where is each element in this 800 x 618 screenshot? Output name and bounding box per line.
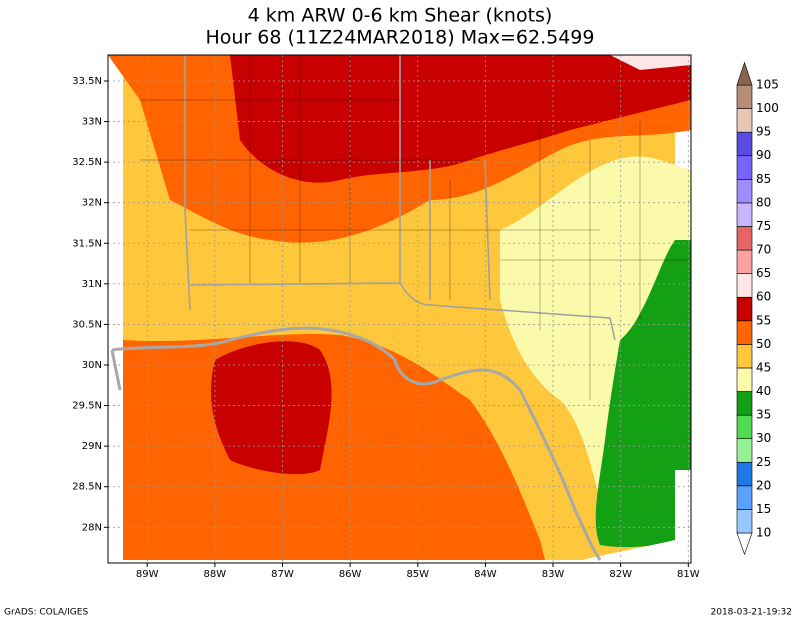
colorbar-swatch — [736, 344, 753, 369]
colorbar-swatch — [736, 461, 753, 487]
axes: 89W 88W 87W 86W 85W 84W 83W 82W 81W 28N 28.5N 29N 29… — [72, 55, 700, 580]
state-border — [184, 55, 616, 341]
footer-right: 2018-03-21-19:32 — [711, 608, 793, 618]
county-border — [140, 55, 690, 400]
colorbar-swatch — [736, 367, 753, 392]
field-55 — [230, 55, 691, 183]
colorbar-label: 85 — [756, 172, 771, 186]
colorbar-label: 105 — [756, 78, 779, 92]
map-frame — [107, 54, 692, 564]
y-tick-label: 31N — [82, 279, 102, 290]
y-tick-label: 31.5N — [72, 238, 102, 249]
field-35 — [595, 240, 691, 548]
boundaries — [110, 55, 690, 561]
coastline — [110, 349, 122, 391]
colorbar: 10 15 20 25 30 35 40 45 50 55 60 65 70 75 80 85 90 95 100 1… — [736, 61, 779, 556]
y-tick-label: 30.5N — [72, 319, 102, 330]
no-data — [570, 470, 691, 563]
colorbar-label: 35 — [756, 408, 771, 422]
colorbar-label: 45 — [756, 360, 771, 374]
colorbar-label: 15 — [756, 502, 771, 516]
colorbar-swatch — [736, 131, 753, 157]
colorbar-label: 40 — [756, 384, 771, 398]
colorbar-label: 30 — [756, 431, 771, 445]
y-tick-label: 29.5N — [72, 401, 102, 412]
y-tick-label: 32N — [82, 198, 102, 209]
colorbar-above — [736, 61, 753, 86]
colorbar-swatch — [736, 273, 753, 298]
colorbar-swatch — [736, 438, 753, 463]
colorbar-label: 20 — [756, 478, 771, 492]
colorbar-label: 10 — [756, 526, 771, 540]
x-tick-label: 82W — [609, 569, 632, 580]
x-tick-label: 84W — [474, 569, 497, 580]
colorbar-label: 60 — [756, 290, 771, 304]
colorbar-swatch — [736, 226, 753, 251]
y-tick-label: 33N — [82, 117, 102, 128]
map: 89W 88W 87W 86W 85W 84W 83W 82W 81W 28N 28.5N 29N 29… — [72, 54, 700, 580]
colorbar-swatch — [736, 320, 753, 345]
colorbar-label: 100 — [756, 101, 779, 115]
title-line: Hour 68 (11Z24MAR2018) Max=62.5499 — [206, 27, 595, 49]
x-tick-label: 85W — [406, 569, 429, 580]
colorbar-swatch — [736, 155, 753, 180]
colorbar-swatch — [736, 179, 753, 204]
colorbar-label: 50 — [756, 337, 771, 351]
x-tick-label: 86W — [339, 569, 362, 580]
x-tick-label: 87W — [271, 569, 294, 580]
footer-left: GrADS: COLA/IGES — [4, 608, 88, 618]
y-tick-label: 29N — [82, 441, 102, 452]
y-tick-label: 28.5N — [72, 482, 102, 493]
x-tick-label: 81W — [677, 569, 700, 580]
colorbar-label: 90 — [756, 148, 771, 162]
colorbar-swatch — [736, 249, 753, 274]
x-tick-label: 89W — [136, 569, 159, 580]
shading — [108, 55, 691, 563]
colorbar-swatch — [736, 414, 753, 439]
field-60 — [610, 55, 691, 70]
y-tick-label: 32.5N — [72, 157, 102, 168]
colorbar-swatch — [736, 296, 753, 322]
x-tick-label: 83W — [542, 569, 565, 580]
field-55-gulf — [210, 341, 332, 475]
colorbar-swatch — [736, 509, 753, 534]
colorbar-swatch — [736, 485, 753, 510]
y-tick-label: 28N — [82, 522, 102, 533]
colorbar-swatch — [736, 391, 753, 416]
y-tick-label: 30N — [82, 360, 102, 371]
colorbar-below — [736, 532, 753, 556]
colorbar-label: 75 — [756, 219, 771, 233]
colorbar-swatch — [736, 202, 753, 227]
colorbar-label: 70 — [756, 243, 771, 257]
colorbar-label: 55 — [756, 313, 771, 327]
title-line: 4 km ARW 0-6 km Shear (knots) — [248, 5, 553, 27]
x-tick-label: 88W — [204, 569, 227, 580]
colorbar-swatch — [736, 108, 753, 133]
coastline — [111, 326, 602, 561]
colorbar-label: 80 — [756, 195, 771, 209]
y-tick-label: 33.5N — [72, 76, 102, 87]
colorbar-label: 95 — [756, 125, 771, 139]
colorbar-swatch — [736, 84, 753, 109]
colorbar-label: 25 — [756, 455, 771, 469]
colorbar-label: 65 — [756, 266, 771, 280]
